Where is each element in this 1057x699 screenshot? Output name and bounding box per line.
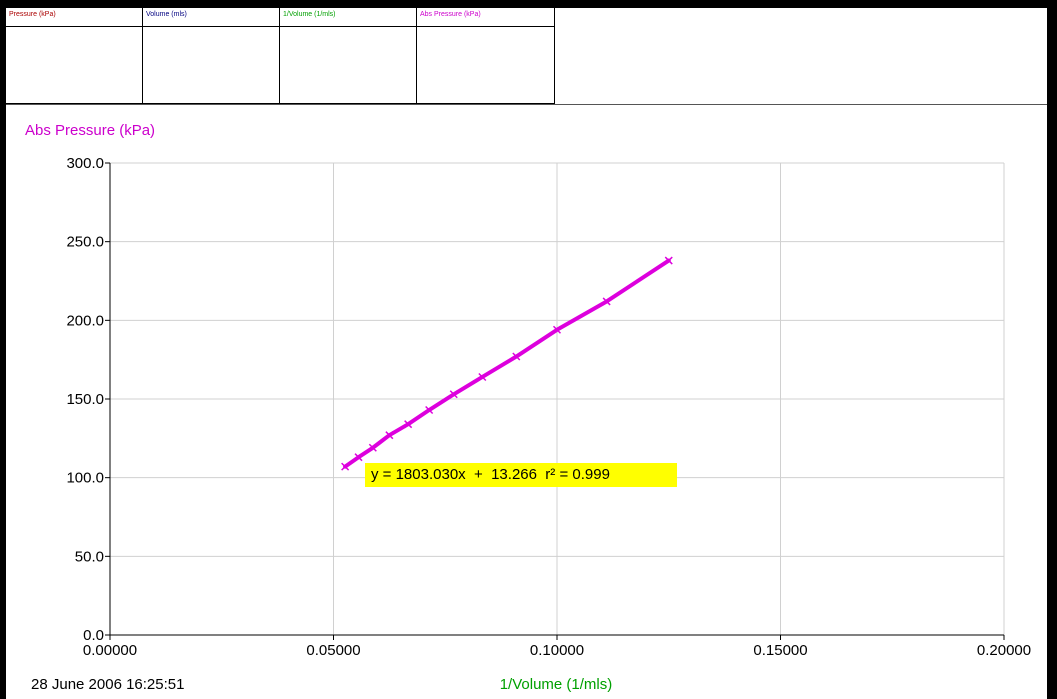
data-point-stroke bbox=[552, 325, 562, 334]
y-tick-label: 150.0 bbox=[66, 391, 104, 408]
data-point-stroke bbox=[449, 390, 458, 399]
data-point bbox=[552, 325, 562, 334]
curve-fit-label[interactable]: y = 1803.030x + 13.266 r² = 0.999 bbox=[365, 463, 677, 487]
grid-lines bbox=[110, 162, 1005, 635]
column-header-pressure: Pressure (kPa) bbox=[6, 8, 142, 27]
axes bbox=[105, 162, 1005, 640]
y-tick-label: 300.0 bbox=[66, 155, 104, 172]
y-axis-title: Abs Pressure (kPa) bbox=[25, 122, 155, 139]
timestamp: 28 June 2006 16:25:51 bbox=[31, 676, 185, 693]
data-point-stroke bbox=[354, 453, 363, 462]
data-point-stroke bbox=[404, 420, 413, 429]
data-point bbox=[368, 443, 377, 452]
y-tick-label: 250.0 bbox=[66, 234, 104, 251]
data-point bbox=[664, 256, 673, 265]
x-tick-label: 0.05000 bbox=[306, 642, 360, 659]
x-tick-label: 0.10000 bbox=[530, 642, 584, 659]
data-point-stroke bbox=[341, 462, 350, 471]
column-header-volume: Volume (mls) bbox=[143, 8, 279, 27]
data-point bbox=[425, 405, 434, 415]
data-table-grid: Pressure (kPa) Volume (mls) 1/Volume (1/… bbox=[6, 8, 555, 104]
data-point-stroke bbox=[368, 443, 377, 452]
data-point bbox=[602, 297, 611, 306]
series-line bbox=[343, 258, 671, 469]
data-point-stroke bbox=[512, 352, 521, 361]
x-tick-label: 0.15000 bbox=[753, 642, 807, 659]
x-axis-title: 1/Volume (1/mls) bbox=[499, 676, 613, 693]
chart-area: Abs Pressure (kPa) 0.00000 0.05000 0.10000… bbox=[25, 122, 1031, 659]
table-divider bbox=[6, 104, 1047, 105]
data-point bbox=[341, 462, 350, 471]
y-tick-label: 0.0 bbox=[83, 627, 104, 644]
data-point bbox=[449, 390, 458, 399]
data-point bbox=[385, 431, 394, 440]
data-point bbox=[404, 420, 413, 429]
data-point-stroke bbox=[478, 372, 487, 382]
data-point-stroke bbox=[602, 297, 611, 306]
data-point bbox=[354, 453, 363, 462]
column-header-abs-pressure: Abs Pressure (kPa) bbox=[417, 8, 554, 27]
tick-labels: 0.00000 0.05000 0.10000 0.15000 0.20000 0.0 50… bbox=[66, 155, 1031, 659]
data-point-stroke bbox=[425, 405, 434, 415]
graph-window: Pressure (kPa) Volume (mls) 1/Volume (1/… bbox=[6, 8, 1047, 699]
x-tick-label: 0.00000 bbox=[83, 642, 137, 659]
table-column-abs-pressure[interactable]: Abs Pressure (kPa) bbox=[417, 8, 554, 103]
data-table: Pressure (kPa) Volume (mls) 1/Volume (1/… bbox=[6, 8, 1047, 105]
x-tick-label: 0.20000 bbox=[977, 642, 1031, 659]
data-point bbox=[478, 372, 487, 382]
table-column-volume[interactable]: Volume (mls) bbox=[143, 8, 280, 103]
series-group bbox=[341, 256, 673, 471]
table-column-pressure[interactable]: Pressure (kPa) bbox=[6, 8, 143, 103]
data-point-stroke bbox=[664, 256, 673, 265]
data-point-stroke bbox=[385, 431, 394, 440]
y-tick-label: 50.0 bbox=[75, 548, 104, 565]
y-tick-label: 100.0 bbox=[66, 470, 104, 487]
y-tick-label: 200.0 bbox=[66, 312, 104, 329]
data-point bbox=[512, 352, 521, 361]
table-column-inverse-volume[interactable]: 1/Volume (1/mls) bbox=[280, 8, 417, 103]
column-header-inverse-volume: 1/Volume (1/mls) bbox=[280, 8, 416, 27]
